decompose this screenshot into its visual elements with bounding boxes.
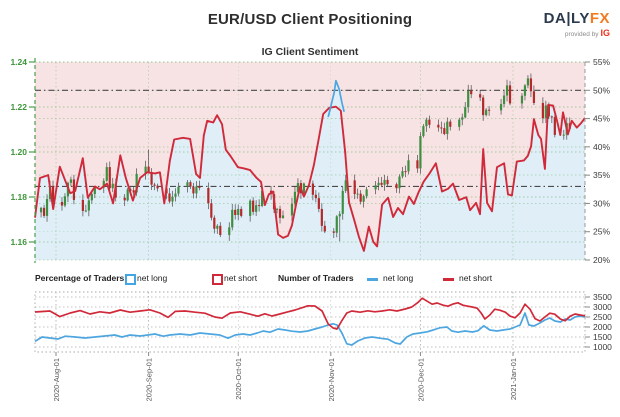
percent-tick-label: 50%: [593, 85, 610, 95]
price-candles: [39, 73, 571, 242]
logo-daily-text: DA|LY: [543, 10, 590, 27]
page-title: EUR/USD Client Positioning: [207, 11, 413, 28]
percent-tick-label: 35%: [593, 170, 610, 180]
legend-net-long-count-label: net long: [383, 273, 414, 283]
dailyfx-wordmark: DA|LYFX: [543, 10, 610, 28]
net-short-line-swatch-icon: [443, 278, 454, 281]
reference-lines: [35, 89, 585, 188]
percent-tick-label: 20%: [593, 255, 610, 265]
date-tick-label: 2020-Oct-01: [234, 358, 243, 400]
legend-number-header: Number of Traders: [278, 273, 354, 283]
legend-net-long-pct-label: net long: [137, 273, 168, 283]
logo-fx-text: FX: [589, 10, 610, 27]
date-tick-label: 2020-Sep-01: [145, 358, 154, 401]
gridlines: [35, 61, 585, 352]
count-tick-label: 2000: [593, 322, 612, 332]
net-long-percentage-line: [327, 79, 345, 118]
price-tick-label: 1.18: [10, 192, 27, 202]
price-tick-label: 1.22: [10, 102, 27, 112]
net-short-percentage-line: [34, 104, 586, 252]
percent-tick-label: 25%: [593, 227, 610, 237]
date-tick-label: 2021-Jan-01: [509, 358, 518, 400]
chart-subtitle: IG Client Sentiment: [261, 46, 359, 58]
count-tick-label: 1000: [593, 342, 612, 352]
percent-tick-label: 55%: [593, 57, 610, 67]
date-tick-label: 2020-Aug-01: [52, 358, 61, 401]
legend-net-short-count-label: net short: [459, 273, 493, 283]
axes: 1.24 1.22 1.20 1.18 1.16 55% 50% 45% 40% 35% 30% 25…: [10, 57, 610, 265]
net-long-count-line: [34, 312, 586, 346]
net-short-pct-swatch-icon: [212, 274, 223, 285]
date-tick-label: 2020-Dec-01: [416, 358, 425, 401]
date-tick-label: 2020-Nov-01: [327, 358, 336, 401]
price-tick-label: 1.24: [10, 57, 27, 67]
percent-tick-label: 40%: [593, 142, 610, 152]
net-long-line-swatch-icon: [367, 278, 378, 281]
sentiment-lines: [34, 79, 586, 252]
legend: Percentage of Traders net long net short…: [35, 270, 595, 288]
net-long-pct-swatch-icon: [125, 274, 136, 285]
ig-logo: IG: [600, 27, 610, 38]
dailyfx-logo: DA|LYFX provided by IG: [543, 10, 610, 39]
logo-provided-by: provided by IG: [544, 27, 610, 39]
date-axis: 2020-Aug-01 2020-Sep-01 2020-Oct-01 2020-No…: [52, 352, 518, 401]
provided-by-text: provided by: [564, 30, 599, 38]
net-short-count-line: [34, 297, 586, 330]
percent-tick-label: 45%: [593, 114, 610, 124]
price-tick-label: 1.16: [10, 237, 27, 247]
price-tick-label: 1.20: [10, 147, 27, 157]
percent-tick-label: 30%: [593, 198, 610, 208]
sentiment-areas: [35, 62, 585, 260]
count-tick-label: 3000: [593, 302, 612, 312]
legend-net-short-pct-label: net short: [224, 273, 258, 283]
count-tick-label: 1500: [593, 332, 612, 342]
count-tick-label: 3500: [593, 292, 612, 302]
count-tick-label: 2500: [593, 312, 612, 322]
legend-percentage-header: Percentage of Traders: [35, 273, 125, 283]
